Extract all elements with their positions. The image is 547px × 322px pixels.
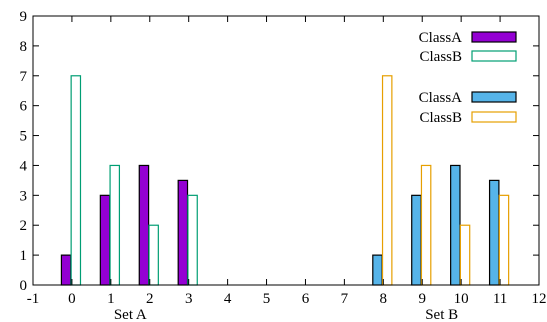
y-tick-label: 8 [20,39,28,55]
legend-swatch [471,111,517,123]
y-tick-label: 9 [20,9,28,25]
y-tick-label: 5 [20,129,28,145]
bar-classb-set-b [381,75,393,286]
x-tick-label: 5 [263,291,271,307]
x-tick-label: 3 [185,291,193,307]
x-tick-label: 2 [146,291,154,307]
bar-classa-set-b [372,254,383,286]
y-tick-label: 6 [20,99,28,115]
x-tick-label: 6 [302,291,310,307]
plot-frame [32,15,540,286]
bar-classa-set-b [450,164,461,286]
x-tick-label: 0 [68,291,76,307]
legend-label: ClassB [419,110,462,126]
legend: ClassA ClassB ClassA ClassB [419,30,517,126]
x-tick-label: 10 [454,291,469,307]
bar-classb-set-b [420,164,432,286]
x-tick-label: -1 [27,291,40,307]
bar-classb-set-a [187,194,198,286]
x-tick-label: 1 [107,291,115,307]
x-tick-label: 11 [493,291,507,307]
y-tick-label: 4 [20,158,28,174]
x-tick-label: 9 [418,291,426,307]
legend-label: ClassA [419,90,463,106]
bar-classa-set-a [99,194,111,286]
legend-label: ClassB [419,49,462,65]
bar-classb-set-a [109,164,121,286]
legend-label: ClassA [419,30,463,46]
bar-classb-set-a [70,75,82,286]
group-label: Set A [114,307,147,322]
x-tick-label: 8 [380,291,388,307]
bar-classb-set-a [148,224,159,286]
bar-classa-set-b [411,194,422,286]
bar-classa-set-b [488,179,500,286]
bar-classa-set-a [60,254,72,286]
y-tick-label: 3 [20,188,28,204]
bar-classb-set-b [459,224,471,286]
y-tick-label: 2 [20,218,28,234]
x-tick-label: 12 [532,291,547,307]
y-tick-label: 1 [20,248,28,264]
x-tick-label: 7 [341,291,349,307]
y-tick-label: 0 [20,278,28,294]
bar-classb-set-b [498,194,510,286]
legend-swatch [471,31,517,43]
bar-classa-set-a [177,179,189,286]
legend-swatch [471,91,517,103]
bar-classa-set-a [138,164,150,286]
bars-layer [60,75,510,286]
group-label: Set B [425,307,458,322]
legend-swatch [471,50,517,62]
y-tick-label: 7 [20,69,28,85]
x-tick-label: 4 [224,291,232,307]
